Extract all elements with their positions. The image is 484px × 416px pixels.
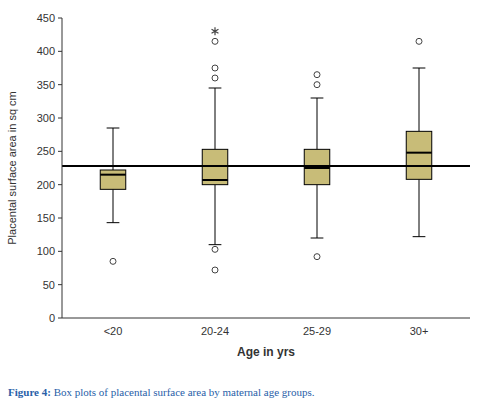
box-group	[202, 27, 228, 273]
x-axis-label: Age in yrs	[237, 345, 295, 359]
y-tick	[58, 51, 62, 52]
whisker-cap-high	[107, 128, 120, 129]
y-axis	[62, 18, 63, 318]
whisker-high	[419, 68, 420, 131]
extreme-outlier	[212, 27, 219, 35]
outlier	[416, 38, 422, 44]
y-tick	[58, 284, 62, 285]
median	[304, 167, 330, 169]
median	[100, 174, 126, 176]
y-tick-label: 450	[37, 12, 55, 24]
box	[406, 131, 432, 179]
outlier	[212, 246, 218, 252]
y-tick-label: 200	[37, 179, 55, 191]
y-tick	[58, 118, 62, 119]
x-axis	[62, 318, 470, 319]
x-tick-label: <20	[104, 325, 123, 337]
plot-area	[62, 27, 470, 273]
y-tick-label: 100	[37, 245, 55, 257]
y-tick	[58, 218, 62, 219]
outlier	[110, 258, 116, 264]
y-tick-label: 250	[37, 145, 55, 157]
y-tick-label: 150	[37, 212, 55, 224]
whisker-cap-low	[107, 222, 120, 223]
whisker-cap-low	[209, 244, 222, 245]
whisker-cap-high	[209, 88, 222, 89]
whisker-high	[113, 128, 114, 170]
whisker-cap-low	[311, 238, 324, 239]
whisker-low	[113, 189, 114, 222]
chart: 0 50 100 150 200 250 300 350 400 450 <20 20-24 25-29…	[0, 0, 484, 416]
whisker-cap-high	[311, 98, 324, 99]
y-axis-label: Placental surface area in sq cm	[6, 91, 18, 244]
median	[202, 179, 228, 181]
y-tick	[58, 318, 62, 319]
whisker-high	[215, 88, 216, 149]
outlier	[212, 75, 218, 81]
box-group	[100, 128, 126, 264]
y-tick-label: 50	[43, 279, 55, 291]
x-tick-label: 30+	[410, 325, 429, 337]
median	[406, 152, 432, 154]
y-tick	[58, 151, 62, 152]
box	[100, 170, 126, 189]
outlier	[314, 72, 320, 78]
caption: Figure 4: Box plots of placental surface…	[8, 386, 315, 398]
y-tick	[58, 84, 62, 85]
outlier	[212, 38, 218, 44]
y-tick-label: 0	[49, 312, 55, 324]
whisker-low	[215, 185, 216, 245]
outlier	[212, 267, 218, 273]
y-tick-label: 400	[37, 45, 55, 57]
caption-bold: Figure 4:	[8, 386, 51, 398]
outlier	[314, 254, 320, 260]
y-tick	[58, 251, 62, 252]
outlier	[212, 65, 218, 71]
caption-text: Box plots of placental surface area by m…	[51, 386, 315, 398]
y-tick-label: 300	[37, 112, 55, 124]
whisker-high	[317, 98, 318, 149]
y-tick	[58, 184, 62, 185]
y-tick	[58, 18, 62, 19]
x-tick-label: 25-29	[303, 325, 331, 337]
whisker-low	[317, 185, 318, 238]
outlier	[314, 82, 320, 88]
box-group	[406, 38, 432, 236]
x-tick-label: 20-24	[201, 325, 229, 337]
whisker-cap-high	[413, 68, 426, 69]
y-tick-label: 350	[37, 79, 55, 91]
whisker-low	[419, 179, 420, 236]
reference-line	[62, 165, 470, 167]
whisker-cap-low	[413, 236, 426, 237]
